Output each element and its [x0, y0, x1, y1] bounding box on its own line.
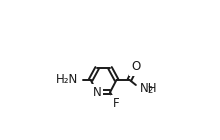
Text: 2: 2	[147, 86, 152, 95]
Text: N: N	[93, 86, 101, 99]
Text: F: F	[113, 97, 120, 110]
Text: NH: NH	[140, 82, 158, 95]
Text: O: O	[131, 60, 141, 73]
Text: H₂N: H₂N	[55, 73, 78, 86]
